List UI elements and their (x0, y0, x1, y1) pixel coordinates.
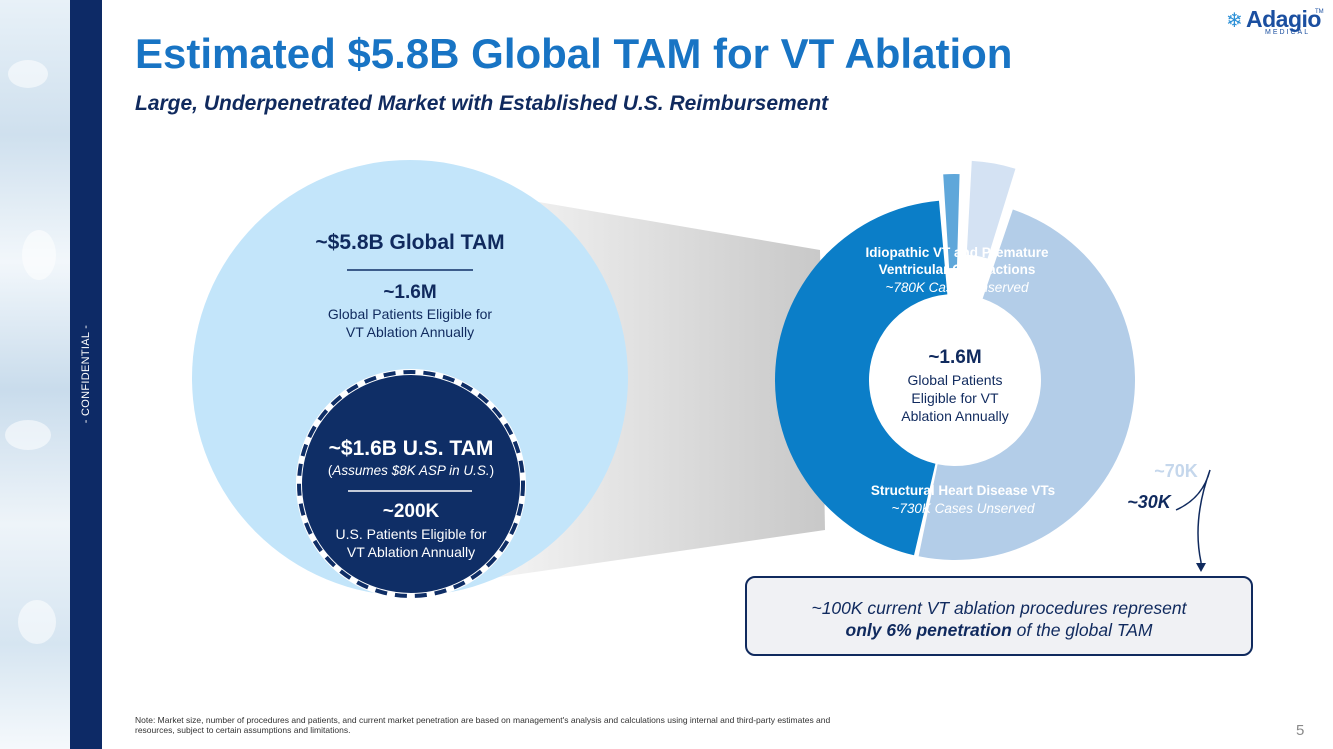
bracket-connector (1175, 469, 1211, 568)
segment-idiopathic-label: Idiopathic VT and Premature Ventricular … (865, 244, 1048, 278)
us-patients-line1: U.S. Patients Eligible for (335, 526, 487, 542)
ice-highlight (18, 600, 56, 644)
global-patients-value: ~1.6M (383, 282, 437, 303)
donut-center-line1: Global Patients (907, 372, 1003, 388)
donut-segment-3 (966, 160, 1016, 259)
us-patients-value: ~200K (382, 501, 440, 522)
us-tam-dashed-ring (297, 370, 525, 598)
donut-chart (775, 160, 1135, 560)
callout-rest: of the global TAM (1011, 620, 1153, 640)
segment-idiopathic-note: ~780K Cases Unserved (885, 280, 1029, 295)
logo-subtitle: MEDICAL (1265, 29, 1311, 36)
donut-center-line3: Ablation Annually (901, 408, 1009, 424)
callout-line1: ~100K current VT ablation procedures rep… (811, 598, 1187, 618)
callout-line2: only 6% penetration of the global TAM (747, 619, 1251, 641)
snowflake-icon: ❄ (1226, 10, 1243, 32)
us-patients-line2: VT Ablation Annually (346, 544, 476, 560)
global-patients-line2: VT Ablation Annually (345, 324, 475, 340)
logo-wordmark: Adagio (1246, 6, 1321, 32)
donut-center-text: Global Patients Eligible for VT Ablation… (901, 371, 1008, 425)
global-tam-label: ~$5.8B Global TAM (315, 231, 505, 254)
donut-segment-1 (775, 200, 948, 556)
sidebar-band (70, 0, 102, 749)
segment-30k-label: ~30K (1127, 492, 1171, 512)
page-subtitle: Large, Underpenetrated Market with Estab… (135, 92, 829, 115)
us-asp-text: Assumes $8K ASP in U.S. (332, 463, 490, 478)
page-number: 5 (1296, 722, 1305, 739)
segment-structural-note: ~730K Cases Unserved (891, 501, 1035, 516)
ice-highlight (22, 230, 56, 280)
segment-structural-label: Structural Heart Disease VTs (870, 483, 1056, 498)
global-patients-text: Global Patients Eligible for VT Ablation… (328, 305, 492, 341)
adagio-logo: ❄ Adagio TM MEDICAL (1224, 6, 1324, 38)
donut-center-line2: Eligible for VT (911, 390, 999, 406)
global-patients-line1: Global Patients Eligible for (327, 306, 493, 322)
segment-idiopathic-line2: Ventricular Contractions (878, 262, 1036, 277)
segment-idiopathic-line1: Idiopathic VT and Premature (865, 245, 1049, 260)
ice-texture-panel (0, 0, 70, 749)
ice-highlight (8, 60, 48, 88)
page-title: Estimated $5.8B Global TAM for VT Ablati… (135, 30, 1013, 77)
ice-highlight (5, 420, 51, 450)
us-asp-note: (Assumes $8K ASP in U.S.) (328, 463, 494, 478)
penetration-callout: ~100K current VT ablation procedures rep… (745, 576, 1253, 656)
us-asp-open: ( (327, 463, 333, 478)
us-tam-label: ~$1.6B U.S. TAM (328, 437, 494, 460)
callout-bold: only 6% penetration (845, 620, 1012, 640)
logo-trademark: TM (1315, 9, 1324, 15)
segment-70k-label: ~70K (1154, 461, 1198, 481)
donut-center-value: ~1.6M (928, 347, 982, 368)
us-asp-close: ) (489, 463, 495, 478)
us-patients-text: U.S. Patients Eligible for VT Ablation A… (336, 525, 487, 561)
donut-segment-0 (918, 209, 1135, 560)
donut-segment-2 (943, 174, 960, 269)
arrow-down-icon (1196, 563, 1206, 572)
footnote: Note: Market size, number of procedures … (135, 715, 831, 735)
